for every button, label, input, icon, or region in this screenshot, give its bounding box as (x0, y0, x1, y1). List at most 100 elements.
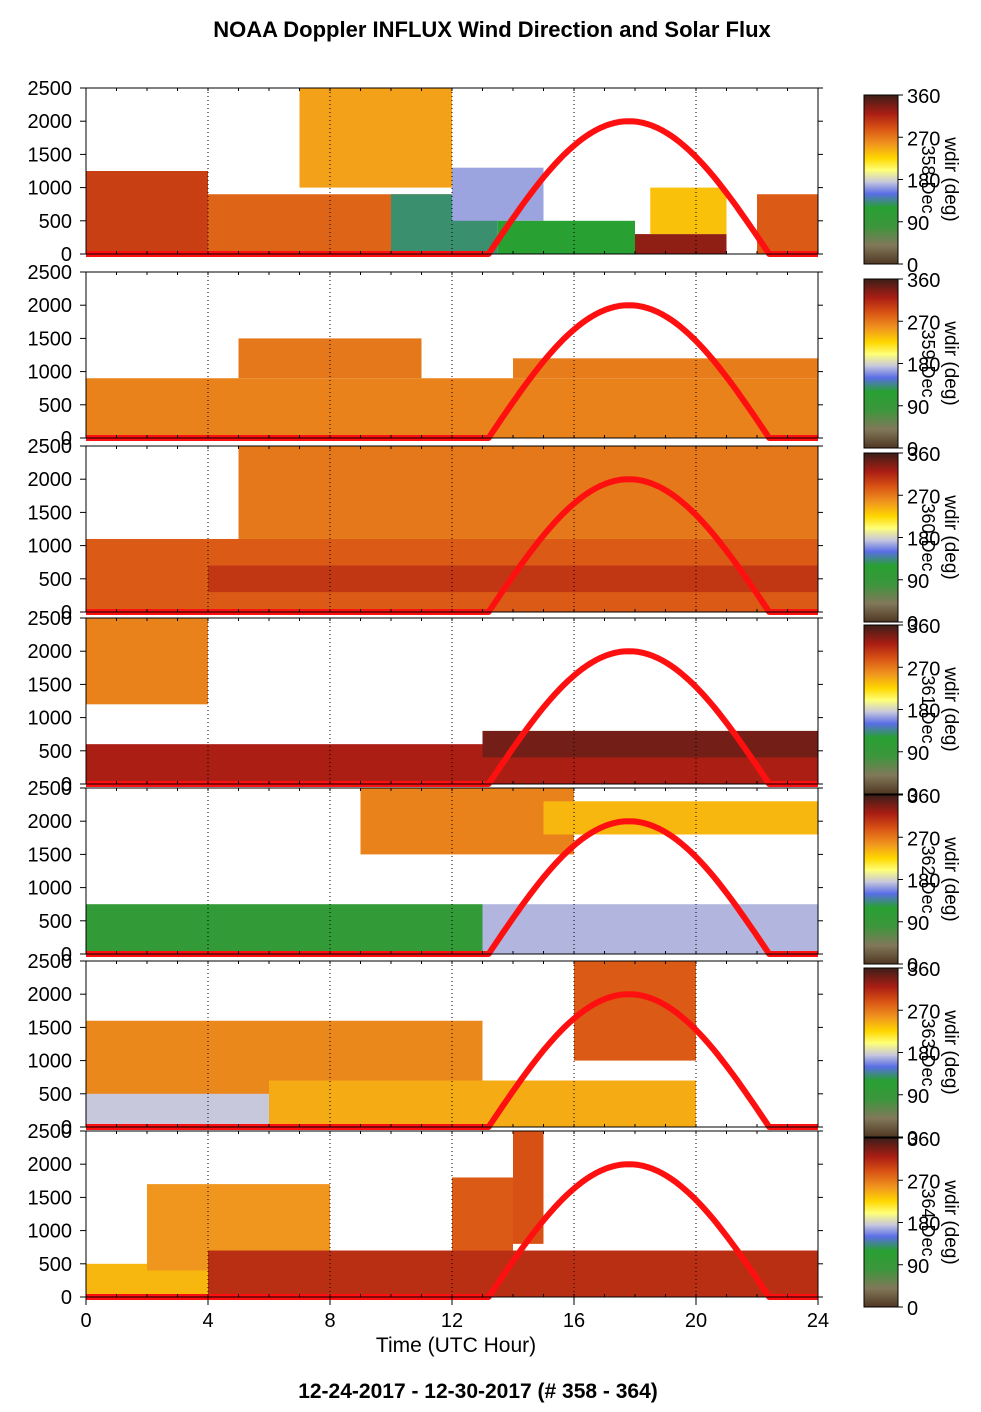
y-tick-label: 2500 (28, 78, 73, 100)
colorbar-tick-label: 0 (907, 613, 918, 635)
y-tick-label: 1500 (28, 1187, 73, 1209)
colorbar-tick-label: 270 (907, 312, 940, 334)
x-tick-label: 0 (80, 1310, 91, 1332)
x-tick-label: 20 (685, 1310, 707, 1332)
x-axis: 0 4 8 12 16 20 24 (80, 1297, 829, 1332)
y-tick-label: 500 (39, 1254, 72, 1276)
x-tick-label: 16 (563, 1310, 585, 1332)
colorbar-sublabel: 363-Dec (918, 1018, 938, 1086)
chart-title: NOAA Doppler INFLUX Wind Direction and S… (213, 17, 771, 42)
colorbar: 0 90 180 270 360 wdir (deg)362-Dec (863, 786, 961, 977)
colorbar-tick-label: 0 (907, 1298, 918, 1320)
heatmap-cells (86, 88, 818, 254)
colorbar-sublabel: 360-Dec (918, 503, 938, 571)
colorbar-gradient (863, 624, 899, 795)
x-axis-label: Time (UTC Hour) (376, 1334, 536, 1357)
y-tick-label: 500 (39, 911, 72, 933)
colorbar-sublabel: 364-Dec (918, 1188, 938, 1256)
y-tick-label: 1500 (28, 1017, 73, 1039)
wdir-region (86, 1093, 269, 1127)
colorbar-tick-label: 90 (907, 213, 929, 235)
y-tick-label: 1500 (28, 844, 73, 866)
colorbar-tick-label: 360 (907, 86, 940, 108)
colorbar-label: wdir (deg) (940, 836, 961, 921)
wdir-region (497, 220, 635, 254)
colorbar-sublabel: 359-Dec (918, 329, 938, 397)
colorbar-tick-label: 180 (907, 171, 940, 193)
y-tick-label: 1000 (28, 178, 73, 200)
wdir-region (86, 171, 208, 254)
colorbar-tick-label: 90 (907, 913, 929, 935)
heatmap-cells (86, 788, 818, 954)
x-tick-label: 8 (324, 1310, 335, 1332)
y-tick-label: 0 (61, 428, 72, 450)
solar-flux-line (86, 302, 818, 441)
colorbar-tick-label: 180 (907, 701, 940, 723)
colorbar-tick-label: 180 (907, 1044, 940, 1066)
date-range-footer: 12-24-2017 - 12-30-2017 (# 358 - 364) (298, 1380, 658, 1403)
y-tick-label: 2500 (28, 262, 73, 284)
colorbar-sublabel: 361-Dec (918, 675, 938, 743)
colorbar-gradient (863, 278, 899, 449)
colorbar-label: wdir (deg) (940, 1179, 961, 1264)
wdir-region (757, 194, 818, 254)
y-tick-label: 2000 (28, 984, 73, 1006)
solar-flux-line (86, 818, 818, 957)
solar-flux-line (86, 648, 818, 787)
y-tick-label: 2000 (28, 295, 73, 317)
colorbar: 0 90 180 270 360 wdir (deg)358-Dec (863, 86, 961, 277)
y-tick-label: 0 (61, 1117, 72, 1139)
y-tick-label: 500 (39, 395, 72, 417)
colorbar-tick-label: 360 (907, 444, 940, 466)
colorbar-tick-label: 180 (907, 1214, 940, 1236)
colorbar-tick-label: 0 (907, 955, 918, 977)
y-tick-label: 1000 (28, 362, 73, 384)
y-tick-label: 500 (39, 1084, 72, 1106)
panel-358: 0 500 1000 1500 2000 2500 0 90 180 270 360 wdir (de… (28, 78, 962, 277)
y-tick-label: 0 (61, 1287, 72, 1309)
y-tick-label: 0 (61, 602, 72, 624)
y-tick-label: 2000 (28, 111, 73, 133)
colorbar-label: wdir (deg) (940, 320, 961, 405)
colorbar-label: wdir (deg) (940, 666, 961, 751)
colorbar-tick-label: 180 (907, 529, 940, 551)
colorbar-sublabel: 362-Dec (918, 845, 938, 913)
y-tick-label: 1500 (28, 502, 73, 524)
y-tick-label: 500 (39, 741, 72, 763)
colorbar-tick-label: 0 (907, 255, 918, 277)
colorbar-tick-label: 270 (907, 128, 940, 150)
colorbar: 0 90 180 270 360 wdir (deg)360-Dec (863, 444, 961, 635)
y-tick-label: 1000 (28, 536, 73, 558)
x-tick-label: 24 (807, 1310, 829, 1332)
colorbar-tick-label: 0 (907, 785, 918, 807)
colorbar-tick-label: 90 (907, 397, 929, 419)
colorbar-gradient (863, 452, 899, 623)
colorbar-gradient (863, 1137, 899, 1308)
colorbar-tick-label: 180 (907, 871, 940, 893)
solar-flux-line (86, 991, 818, 1130)
colorbar: 0 90 180 270 360 wdir (deg)361-Dec (863, 616, 961, 807)
heatmap-cells (86, 961, 696, 1127)
colorbar-tick-label: 90 (907, 1256, 929, 1278)
wdir-region (650, 187, 727, 235)
wdir-region (86, 904, 483, 954)
colorbar-tick-label: 270 (907, 1171, 940, 1193)
wdir-region (238, 446, 818, 539)
y-tick-label: 0 (61, 944, 72, 966)
y-tick-label: 500 (39, 569, 72, 591)
x-tick-label: 12 (441, 1310, 463, 1332)
wdir-region (635, 234, 727, 254)
solar-flux-line (86, 476, 818, 615)
colorbar-tick-label: 270 (907, 1001, 940, 1023)
y-tick-label: 2500 (28, 951, 73, 973)
colorbar-tick-label: 90 (907, 1086, 929, 1108)
colorbar-gradient (863, 794, 899, 965)
wdir-region (360, 788, 574, 855)
colorbar-gradient (863, 967, 899, 1138)
y-tick-label: 0 (61, 774, 72, 796)
colorbar-tick-label: 360 (907, 1129, 940, 1151)
